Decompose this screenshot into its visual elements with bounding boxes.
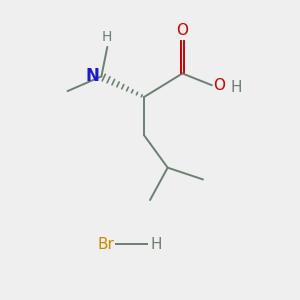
Text: Br: Br [98, 237, 115, 252]
Text: H: H [150, 237, 161, 252]
Text: N: N [85, 68, 99, 85]
Text: O: O [213, 78, 225, 93]
Text: O: O [176, 23, 188, 38]
Text: H: H [102, 30, 112, 44]
Text: H: H [230, 80, 242, 95]
